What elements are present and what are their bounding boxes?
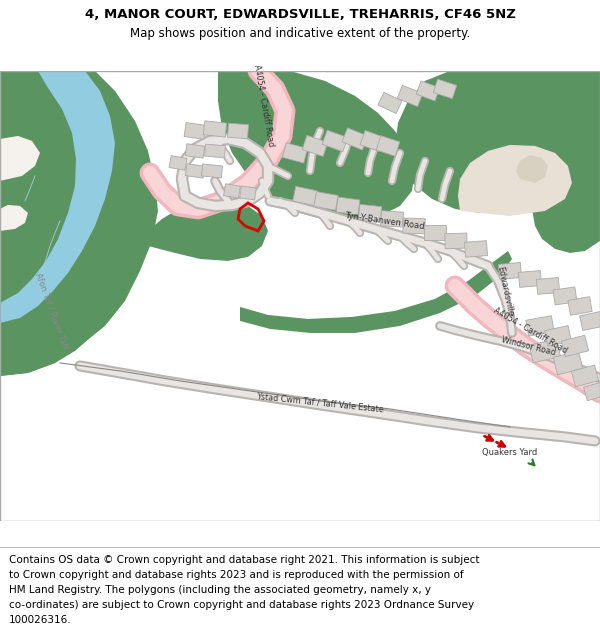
FancyBboxPatch shape (314, 192, 338, 210)
FancyBboxPatch shape (358, 204, 382, 221)
FancyBboxPatch shape (568, 297, 592, 315)
FancyBboxPatch shape (416, 81, 440, 101)
FancyBboxPatch shape (499, 262, 521, 279)
Polygon shape (0, 205, 28, 231)
FancyBboxPatch shape (380, 211, 403, 227)
Polygon shape (458, 145, 572, 216)
Polygon shape (0, 71, 158, 376)
Polygon shape (0, 136, 40, 181)
FancyBboxPatch shape (293, 186, 317, 206)
FancyBboxPatch shape (169, 156, 187, 170)
FancyBboxPatch shape (583, 381, 600, 401)
FancyBboxPatch shape (529, 339, 560, 362)
FancyBboxPatch shape (518, 271, 542, 288)
Text: Edwardsville: Edwardsville (496, 265, 515, 317)
FancyBboxPatch shape (336, 197, 360, 215)
Text: to Crown copyright and database rights 2023 and is reproduced with the permissio: to Crown copyright and database rights 2… (9, 570, 464, 580)
Text: A4054 - Cardiff Road: A4054 - Cardiff Road (253, 64, 275, 148)
Text: A4054 - Cardiff Road: A4054 - Cardiff Road (492, 306, 568, 356)
FancyBboxPatch shape (526, 316, 554, 336)
FancyBboxPatch shape (185, 164, 205, 178)
Polygon shape (218, 71, 415, 221)
Text: Ystad Cwm Taf / Taff Vale Estate: Ystad Cwm Taf / Taff Vale Estate (256, 392, 384, 414)
Polygon shape (0, 91, 132, 376)
FancyBboxPatch shape (360, 131, 384, 151)
FancyBboxPatch shape (376, 136, 400, 156)
FancyBboxPatch shape (227, 123, 248, 139)
FancyBboxPatch shape (562, 335, 589, 357)
FancyBboxPatch shape (553, 351, 583, 375)
FancyBboxPatch shape (185, 144, 205, 158)
FancyBboxPatch shape (397, 86, 423, 106)
Text: HM Land Registry. The polygons (including the associated geometry, namely x, y: HM Land Registry. The polygons (includin… (9, 585, 431, 595)
Text: Contains OS data © Crown copyright and database right 2021. This information is : Contains OS data © Crown copyright and d… (9, 556, 479, 566)
FancyBboxPatch shape (322, 130, 348, 152)
Polygon shape (516, 155, 548, 183)
FancyBboxPatch shape (184, 122, 206, 139)
Polygon shape (0, 71, 115, 323)
Text: Tyn-Y-Banwen Road: Tyn-Y-Banwen Road (344, 211, 425, 231)
FancyBboxPatch shape (571, 365, 599, 387)
FancyBboxPatch shape (424, 226, 446, 241)
Polygon shape (315, 71, 600, 213)
Text: co-ordinates) are subject to Crown copyright and database rights 2023 Ordnance S: co-ordinates) are subject to Crown copyr… (9, 600, 474, 610)
FancyBboxPatch shape (203, 121, 227, 137)
Polygon shape (530, 71, 600, 253)
Text: Windsor Road: Windsor Road (500, 335, 556, 357)
Text: 4, MANOR COURT, EDWARDSVILLE, TREHARRIS, CF46 5NZ: 4, MANOR COURT, EDWARDSVILLE, TREHARRIS,… (85, 8, 515, 21)
Text: 100026316.: 100026316. (9, 614, 71, 624)
Text: Afon Taf / River Taff: Afon Taf / River Taff (34, 271, 70, 351)
FancyBboxPatch shape (536, 278, 560, 294)
FancyBboxPatch shape (433, 79, 457, 99)
FancyBboxPatch shape (445, 233, 467, 249)
FancyBboxPatch shape (580, 311, 600, 331)
FancyBboxPatch shape (378, 92, 402, 114)
FancyBboxPatch shape (403, 218, 425, 234)
FancyBboxPatch shape (202, 164, 223, 178)
FancyBboxPatch shape (464, 241, 487, 257)
Polygon shape (240, 251, 512, 333)
FancyBboxPatch shape (224, 184, 241, 198)
Text: Quakers Yard: Quakers Yard (482, 448, 538, 458)
Polygon shape (148, 201, 268, 261)
FancyBboxPatch shape (302, 136, 328, 156)
FancyBboxPatch shape (240, 186, 256, 200)
FancyBboxPatch shape (205, 144, 226, 158)
FancyBboxPatch shape (553, 287, 577, 305)
FancyBboxPatch shape (283, 143, 308, 163)
FancyBboxPatch shape (545, 326, 571, 346)
FancyBboxPatch shape (342, 128, 368, 150)
Text: Map shows position and indicative extent of the property.: Map shows position and indicative extent… (130, 28, 470, 40)
